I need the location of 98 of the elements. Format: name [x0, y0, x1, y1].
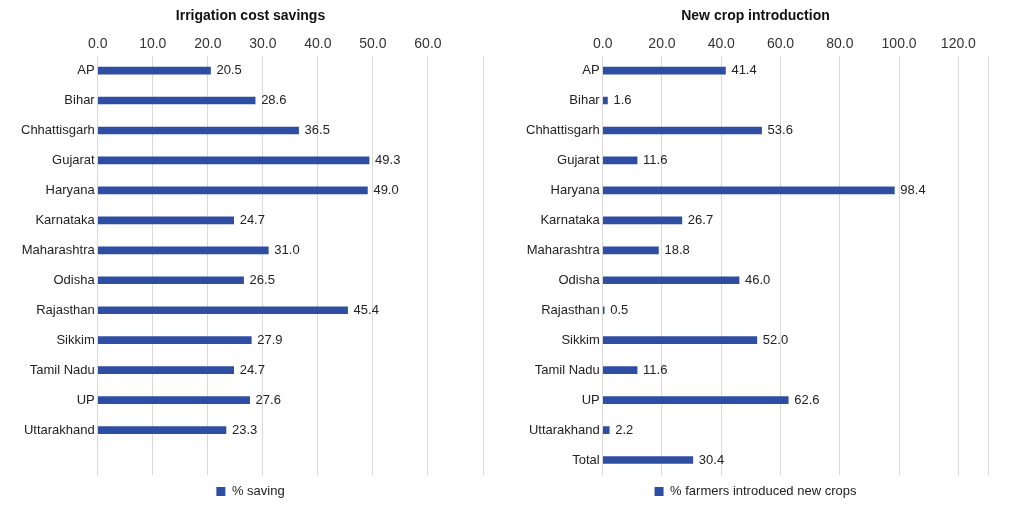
- data-label: 30.4: [698, 451, 725, 467]
- y-tick-label: Maharashtra: [526, 241, 601, 257]
- bar: [602, 456, 694, 464]
- data-label: 1.6: [613, 92, 632, 108]
- bar: [97, 366, 234, 374]
- x-tick-label: 100.0: [881, 35, 917, 52]
- y-tick-label: Total: [572, 451, 600, 467]
- y-tick-label: UP: [76, 391, 95, 407]
- data-label: 0.5: [610, 301, 629, 317]
- data-label: 18.8: [664, 241, 690, 257]
- x-tick-label: 60.0: [766, 35, 795, 52]
- data-label: 31.0: [274, 241, 300, 257]
- data-label: 41.4: [731, 62, 757, 78]
- x-tick-label: 50.0: [359, 35, 387, 52]
- bar: [602, 396, 789, 404]
- bar: [97, 336, 252, 345]
- legend-label: % saving: [231, 483, 285, 499]
- data-label: 20.5: [216, 62, 242, 78]
- data-label: 11.6: [643, 361, 668, 377]
- data-label: 36.5: [304, 122, 330, 138]
- x-tick-label: 20.0: [194, 35, 222, 52]
- bar: [97, 306, 348, 315]
- bar: [602, 126, 762, 135]
- bar: [97, 396, 250, 404]
- data-label: 98.4: [900, 181, 926, 197]
- bar: [97, 96, 256, 105]
- data-label: 23.3: [231, 421, 258, 437]
- bar: [602, 276, 740, 285]
- bar: [602, 216, 683, 225]
- x-tick-label: 0.0: [87, 35, 108, 52]
- data-label: 46.0: [745, 271, 771, 287]
- y-tick-label: Karnataka: [540, 211, 601, 227]
- data-label: 26.7: [687, 211, 714, 227]
- y-tick-label: Maharashtra: [21, 241, 96, 257]
- y-tick-label: Uttarakhand: [528, 421, 600, 437]
- bar: [602, 186, 895, 195]
- data-label: 53.6: [767, 122, 793, 138]
- y-tick-label: Haryana: [45, 181, 96, 197]
- y-tick-label: Bihar: [569, 92, 601, 108]
- x-tick-label: 120.0: [940, 35, 977, 52]
- bar: [97, 216, 234, 225]
- bar: [97, 276, 244, 285]
- y-tick-label: Chhattisgarh: [525, 122, 600, 138]
- data-label: 52.0: [762, 331, 789, 347]
- data-label: 62.6: [794, 391, 820, 407]
- bar: [97, 246, 269, 255]
- data-label: 45.4: [353, 301, 379, 317]
- y-tick-label: Sikkim: [56, 331, 95, 347]
- y-tick-label: Tamil Nadu: [29, 361, 95, 377]
- bar: [602, 96, 608, 105]
- bar: [97, 186, 368, 195]
- y-tick-label: Haryana: [550, 181, 601, 197]
- chart-title: Irrigation cost savings: [175, 7, 326, 24]
- data-label: 24.7: [239, 361, 265, 377]
- chart-title: New crop introduction: [681, 7, 830, 24]
- x-tick-label: 40.0: [304, 35, 332, 52]
- y-tick-label: Gujarat: [557, 152, 601, 168]
- data-label: 24.7: [239, 211, 265, 227]
- x-tick-label: 0.0: [592, 35, 613, 52]
- y-tick-label: Odisha: [558, 271, 601, 287]
- y-tick-label: Gujarat: [52, 152, 96, 168]
- data-label: 26.5: [249, 271, 275, 287]
- data-label: 11.6: [643, 152, 668, 168]
- bar: [602, 426, 610, 434]
- bar: [97, 126, 299, 135]
- x-tick-label: 30.0: [249, 35, 277, 52]
- bar: [97, 426, 227, 434]
- y-tick-label: Sikkim: [561, 331, 600, 347]
- data-label: 49.3: [375, 152, 401, 168]
- x-tick-label: 80.0: [826, 35, 854, 52]
- x-tick-label: 60.0: [414, 35, 442, 52]
- bar: [602, 66, 726, 75]
- bar: [602, 336, 758, 345]
- x-tick-label: 40.0: [707, 35, 736, 52]
- y-tick-label: AP: [77, 62, 95, 78]
- y-tick-label: Odisha: [53, 271, 96, 287]
- data-label: 27.9: [257, 331, 283, 347]
- bar: [97, 66, 211, 75]
- y-tick-label: Tamil Nadu: [534, 361, 600, 377]
- y-tick-label: Uttarakhand: [23, 421, 95, 437]
- y-tick-label: Rajasthan: [36, 301, 95, 317]
- bar: [602, 156, 638, 165]
- x-tick-label: 20.0: [648, 35, 676, 52]
- data-label: 2.2: [615, 421, 634, 437]
- y-tick-label: AP: [582, 62, 600, 78]
- data-label: 28.6: [261, 92, 287, 108]
- y-tick-label: Chhattisgarh: [20, 122, 95, 138]
- x-tick-label: 10.0: [139, 35, 167, 52]
- bar: [602, 246, 659, 255]
- bar: [97, 156, 370, 165]
- bar: [602, 366, 638, 374]
- legend-label: % farmers introduced new crops: [670, 483, 857, 499]
- y-tick-label: Bihar: [64, 92, 96, 108]
- data-label: 49.0: [373, 181, 399, 197]
- data-label: 27.6: [255, 391, 281, 407]
- y-tick-label: UP: [581, 391, 600, 407]
- y-tick-label: Karnataka: [35, 211, 96, 227]
- y-tick-label: Rajasthan: [541, 301, 600, 317]
